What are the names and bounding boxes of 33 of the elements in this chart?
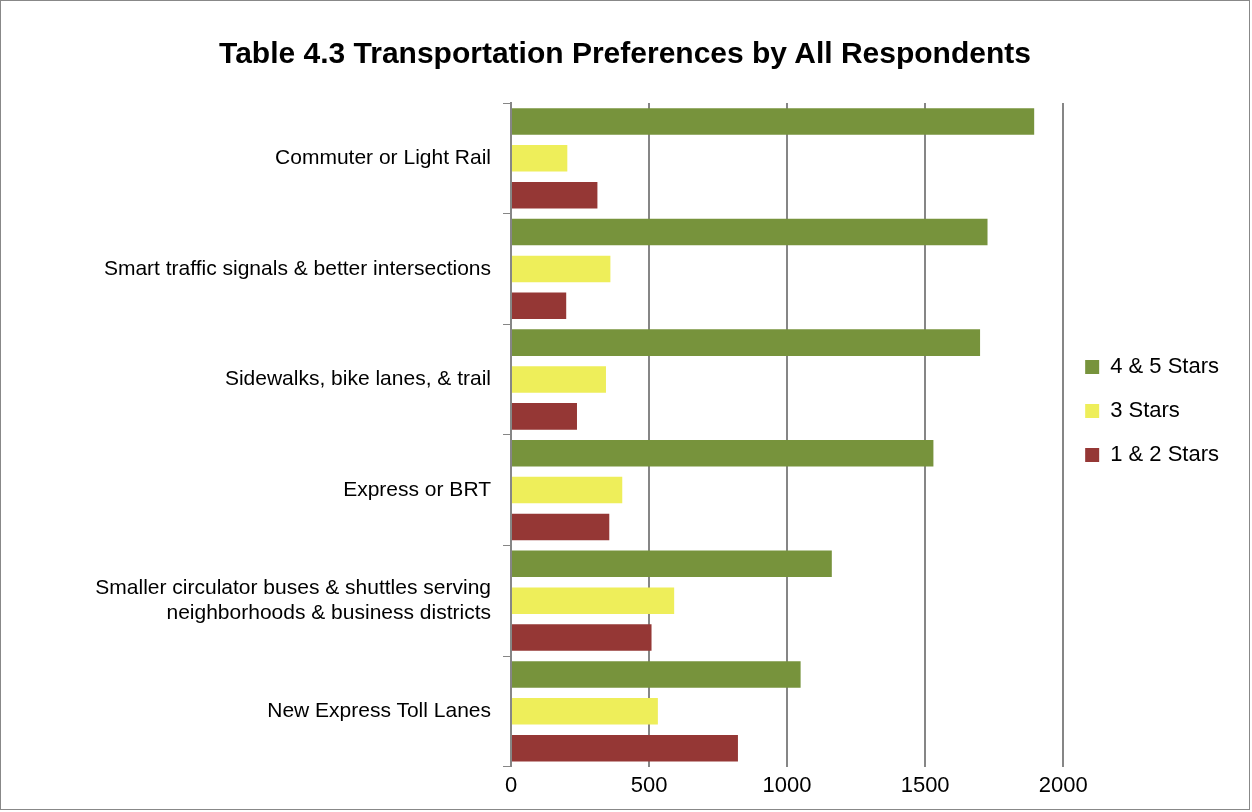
bar: [512, 439, 934, 467]
legend-label: 1 & 2 Stars: [1110, 441, 1220, 467]
y-tick-label: Smart traffic signals & better intersections: [103, 255, 491, 279]
bar: [512, 624, 652, 651]
y-tick-label: New Express Toll Lanes: [267, 698, 491, 722]
x-tick-label: 500: [630, 771, 668, 797]
bar: [512, 181, 598, 209]
x-tick-label: 1500: [900, 771, 950, 797]
x-tick-label: 1000: [762, 771, 812, 797]
bar: [512, 108, 1035, 135]
bar: [512, 255, 611, 283]
bar: [512, 292, 567, 320]
legend-label: 3 Stars: [1110, 397, 1180, 423]
y-tick-label: Smaller circulator buses & shuttles serving neighborhoods & business districts: [95, 574, 491, 624]
chart-title: Table 4.3 Transportation Preferences by All Respondents: [219, 36, 1031, 70]
y-tick-label: Sidewalks, bike lanes, & trail: [224, 366, 491, 390]
y-tick-label: Commuter or Light Rail: [275, 145, 491, 169]
y-tick-label: Express or BRT: [343, 476, 492, 500]
bar: [512, 698, 658, 725]
legend-label: 4 & 5 Stars: [1110, 353, 1220, 379]
bar: [512, 734, 738, 762]
bar: [512, 661, 801, 688]
bar: [512, 403, 577, 430]
x-tick-label: 0: [504, 771, 518, 797]
bar: [512, 145, 568, 172]
bar: [512, 329, 981, 356]
bar: [512, 366, 606, 393]
bar: [512, 476, 623, 504]
bar: [512, 587, 675, 614]
bar: [512, 550, 832, 578]
bar: [512, 218, 988, 246]
bar: [512, 513, 610, 541]
x-tick-label: 2000: [1038, 771, 1088, 797]
